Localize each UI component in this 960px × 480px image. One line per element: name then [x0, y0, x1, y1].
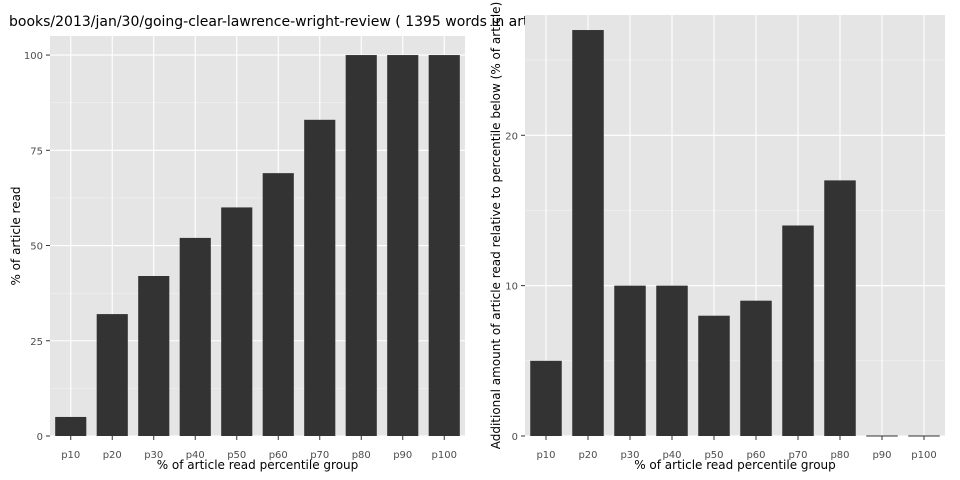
bar-p60: [262, 173, 294, 436]
bar-p60: [740, 300, 772, 436]
x-tick-label: p70: [788, 450, 807, 461]
y-axis-label: Additional amount of article read relati…: [489, 2, 503, 450]
x-axis-label: % of article read percentile group: [157, 458, 359, 472]
x-tick-label: p60: [269, 450, 288, 461]
x-axis-label: % of article read percentile group: [634, 458, 836, 472]
bar-p70: [304, 119, 336, 437]
x-tick-label: p20: [578, 450, 597, 461]
x-tick-label: p60: [746, 450, 765, 461]
y-axis-label: % of article read: [9, 186, 23, 285]
bar-p70: [782, 225, 814, 436]
x-tick-label: p30: [144, 450, 163, 461]
chart-title: books/2013/jan/30/going-clear-lawrence-w…: [9, 14, 529, 30]
bar-p10: [530, 360, 562, 436]
y-tick-label: 75: [30, 146, 43, 157]
x-tick-label: p90: [393, 450, 412, 461]
y-tick-label: 50: [30, 242, 43, 253]
x-tick-label: p50: [704, 450, 723, 461]
x-tick-label: p80: [352, 450, 371, 461]
y-tick-label: 10: [505, 282, 518, 293]
bar-p20: [96, 314, 128, 436]
x-tick-label: p90: [872, 450, 891, 461]
x-tick-label: p100: [432, 450, 457, 461]
y-tick-label: 25: [30, 337, 43, 348]
bar-p80: [345, 55, 377, 437]
x-tick-label: p70: [310, 450, 329, 461]
x-tick-label: p50: [227, 450, 246, 461]
x-tick-label: p20: [103, 450, 122, 461]
x-tick-label: p40: [662, 450, 681, 461]
bar-p30: [138, 276, 170, 436]
bar-p100: [428, 55, 460, 437]
bar-p50: [698, 315, 730, 436]
bar-p30: [614, 285, 646, 436]
bar-p40: [179, 237, 211, 436]
bar-p10: [55, 416, 87, 436]
y-tick-label: 0: [37, 432, 43, 443]
bar-p50: [221, 207, 253, 436]
x-tick-label: p40: [186, 450, 205, 461]
y-tick-label: 100: [24, 51, 43, 62]
bar-p20: [572, 30, 604, 437]
bar-p90: [387, 55, 419, 437]
y-tick-label: 20: [505, 131, 518, 142]
x-tick-label: p100: [911, 450, 936, 461]
bar-p40: [656, 285, 688, 436]
x-tick-label: p10: [536, 450, 555, 461]
bar-p80: [824, 180, 856, 436]
y-tick-label: 0: [512, 432, 518, 443]
x-tick-label: p80: [830, 450, 849, 461]
x-tick-label: p30: [620, 450, 639, 461]
x-tick-label: p10: [61, 450, 80, 461]
